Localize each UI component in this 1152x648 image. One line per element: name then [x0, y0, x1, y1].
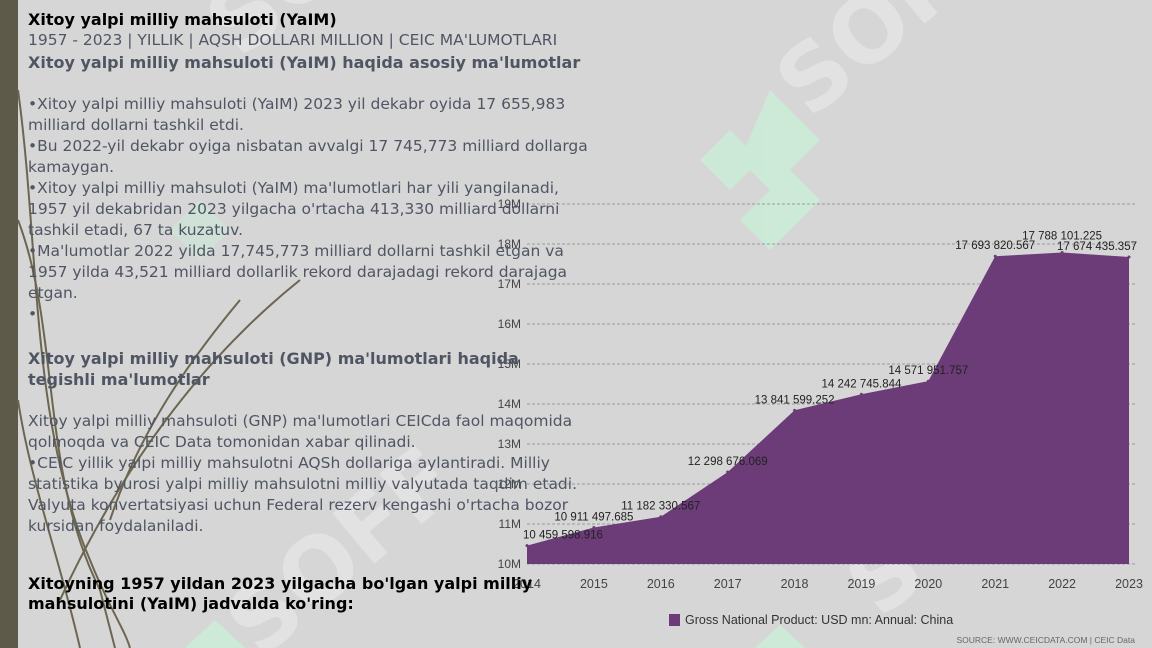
x-tick-label: 2021	[981, 577, 1009, 591]
gnp-area	[527, 252, 1129, 564]
related-info-2: •CEIC yillik yalpi milliy mahsulotni AQS…	[28, 454, 578, 535]
y-tick-label: 12M	[498, 477, 521, 491]
data-point	[726, 470, 730, 474]
data-label: 17 788 101.225	[1022, 230, 1102, 242]
text-content: Xitoy yalpi milliy mahsuloti (YaIM) 1957…	[28, 10, 588, 537]
legend: Gross National Product: USD mn: Annual: …	[669, 613, 953, 627]
key-fact-5: •	[28, 305, 38, 323]
data-label: 10 911 497.685	[554, 512, 633, 524]
y-tick-label: 19M	[498, 197, 521, 211]
data-point	[793, 408, 797, 412]
source-note: SOURCE: WWW.CEICDATA.COM | CEIC Data	[956, 635, 1135, 645]
data-label: 14 571 951.757	[888, 365, 968, 377]
data-point	[859, 392, 863, 396]
watermark-text-1: SOFF	[757, 0, 1027, 137]
data-label: 13 841 599.252	[755, 394, 835, 406]
x-tick-label: 2022	[1048, 577, 1076, 591]
legend-label: Gross National Product: USD mn: Annual: …	[685, 613, 953, 627]
y-tick-label: 16M	[498, 317, 521, 331]
key-fact-3: •Xitoy yalpi milliy mahsuloti (YaIM) ma'…	[28, 179, 560, 239]
key-fact-2: •Bu 2022-yil dekabr oyiga nisbatan avval…	[28, 137, 588, 176]
data-point	[525, 544, 529, 548]
data-label: 17 693 820.567	[955, 240, 1035, 252]
data-label: 14 242 745.844	[821, 378, 902, 390]
data-point	[926, 379, 930, 383]
x-tick-label: 2015	[580, 577, 608, 591]
key-facts-heading: Xitoy yalpi milliy mahsuloti (YaIM) haqi…	[28, 53, 581, 72]
data-point	[659, 515, 663, 519]
data-point	[592, 526, 596, 530]
y-tick-label: 18M	[498, 237, 521, 251]
page-subtitle: 1957 - 2023 | YILLIK | AQSH DOLLARI MILL…	[28, 31, 558, 49]
y-tick-label: 11M	[499, 517, 521, 531]
data-point	[1127, 255, 1131, 259]
data-label: 11 182 330.567	[621, 501, 700, 513]
x-tick-label: 2017	[714, 577, 742, 591]
y-tick-label: 10M	[498, 557, 521, 571]
x-tick-label: 2023	[1115, 577, 1143, 591]
related-info-heading: Xitoy yalpi milliy mahsuloti (GNP) ma'lu…	[28, 349, 519, 389]
y-tick-label: 14M	[498, 397, 521, 411]
y-tick-labels: 10M 11M 12M 13M 14M 15M 16M 17M 18M 19M	[498, 197, 521, 571]
x-tick-labels: 2014 2015 2016 2017 2018 2019 2020 2021 2022 2023	[513, 577, 1143, 591]
side-bar	[0, 0, 18, 648]
data-label: 12 298 676.069	[688, 456, 768, 468]
x-tick-label: 2016	[647, 577, 675, 591]
page-title: Xitoy yalpi milliy mahsuloti (YaIM)	[28, 10, 337, 29]
x-tick-label: 2020	[914, 577, 942, 591]
data-label: 17 674 435.357	[1057, 241, 1137, 253]
x-tick-label: 2018	[781, 577, 809, 591]
data-point	[1060, 250, 1064, 254]
key-fact-1: •Xitoy yalpi milliy mahsuloti (YaIM) 202…	[28, 95, 566, 134]
related-info-1: Xitoy yalpi milliy mahsuloti (GNP) ma'lu…	[28, 412, 573, 451]
y-tick-label: 17M	[498, 277, 521, 291]
legend-swatch	[669, 614, 680, 626]
x-tick-label: 2014	[513, 577, 541, 591]
data-points	[525, 250, 1131, 548]
key-fact-4: •Ma'lumotlar 2022 yilda 17,745,773 milli…	[28, 242, 568, 302]
data-point	[993, 254, 997, 258]
gnp-area-chart: 10M 11M 12M 13M 14M 15M 16M 17M 18M 19M 10 459 59…	[498, 197, 1143, 645]
data-label: 10 459 598.916	[523, 530, 603, 542]
y-tick-label: 13M	[498, 437, 521, 451]
chart-intro-heading: Xitoyning 1957 yildan 2023 yilgacha bo'l…	[28, 574, 533, 613]
x-tick-label: 2019	[848, 577, 876, 591]
y-tick-label: 15M	[498, 357, 521, 371]
